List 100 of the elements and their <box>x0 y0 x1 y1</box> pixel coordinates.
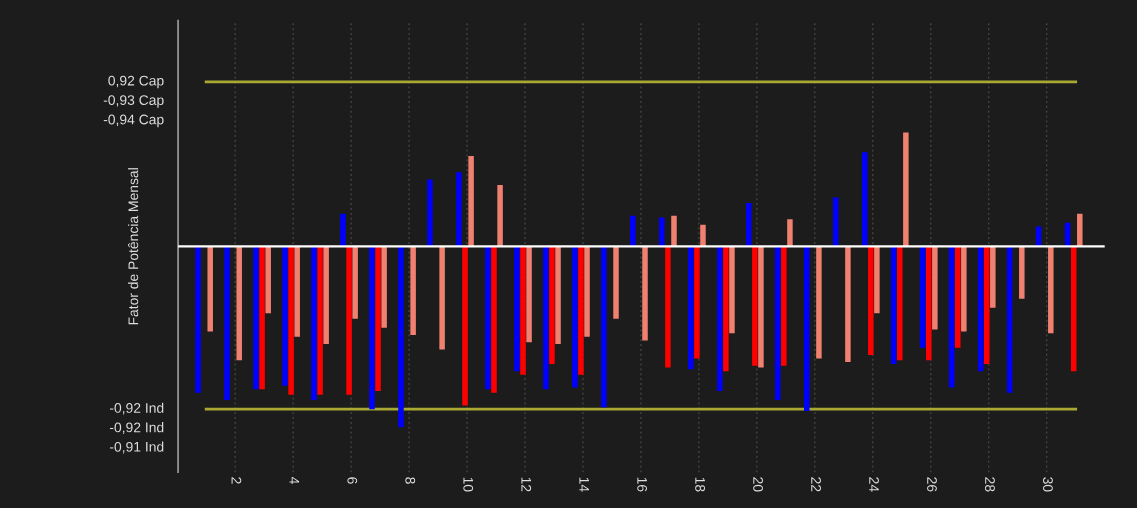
bar <box>665 246 671 368</box>
bar <box>375 246 381 392</box>
x-tick-label: 2 <box>231 477 242 484</box>
bar <box>265 246 271 314</box>
x-tick-label: 28 <box>985 477 995 492</box>
x-tick-label: 8 <box>405 477 416 484</box>
bar <box>323 246 329 345</box>
text: -0,92 Ind <box>109 422 164 434</box>
text: -0,91 Ind <box>109 441 164 454</box>
bar <box>903 132 909 247</box>
bar <box>1019 246 1025 299</box>
bar <box>578 246 584 375</box>
bar <box>890 246 897 364</box>
bar <box>485 246 491 390</box>
y-axis-title: Fator de Potência Mensal <box>128 168 139 325</box>
bar <box>259 246 265 390</box>
bar <box>288 246 294 395</box>
bar <box>572 246 578 388</box>
bar <box>195 246 201 393</box>
bar <box>746 202 752 247</box>
bar <box>253 246 259 390</box>
bar <box>549 246 555 364</box>
bar <box>932 246 938 330</box>
bar <box>317 246 323 395</box>
bar <box>439 246 445 350</box>
bar <box>543 246 549 390</box>
text: -0,92 Ind <box>109 402 164 415</box>
bar <box>555 246 561 345</box>
bar <box>787 219 793 247</box>
bar <box>948 246 955 388</box>
bar <box>427 179 433 247</box>
x-tick-label: 12 <box>521 477 532 492</box>
x-tick-label: 24 <box>869 477 879 492</box>
bar <box>584 246 590 337</box>
bar <box>520 246 526 375</box>
bar <box>919 246 926 348</box>
x-tick-label: 18 <box>695 477 706 492</box>
bar <box>977 246 984 372</box>
bar <box>961 246 967 332</box>
bar <box>775 246 781 401</box>
bar <box>758 246 764 368</box>
text: 0,92 Cap <box>108 75 164 89</box>
bar <box>752 246 758 366</box>
bar <box>671 215 677 247</box>
x-tick-label: 14 <box>579 477 589 492</box>
bar <box>897 246 903 361</box>
bar <box>861 152 868 247</box>
bar <box>700 224 706 247</box>
bar <box>955 246 961 348</box>
bar <box>1006 246 1013 393</box>
bar <box>381 246 387 328</box>
bar <box>224 246 230 401</box>
bar <box>688 246 694 370</box>
bar <box>491 246 497 393</box>
bar <box>868 246 874 355</box>
bar <box>1077 213 1083 247</box>
x-tick-label: 6 <box>347 477 358 484</box>
bar <box>526 246 532 343</box>
bar <box>816 246 822 359</box>
bar <box>456 172 462 247</box>
bar <box>659 217 665 247</box>
bar <box>613 246 619 319</box>
bar <box>468 155 474 247</box>
bar <box>311 246 317 401</box>
bar <box>410 246 416 335</box>
x-tick-label: 4 <box>289 476 300 484</box>
x-tick-label: 10 <box>463 477 474 492</box>
bar <box>346 246 352 395</box>
text: -0,94 Cap <box>103 114 164 128</box>
bar <box>1070 246 1077 372</box>
bar <box>497 184 503 247</box>
bar <box>983 246 990 364</box>
bar <box>514 246 520 372</box>
bar <box>630 215 636 247</box>
bar <box>781 246 787 366</box>
bar <box>694 246 700 359</box>
bar <box>874 246 880 314</box>
bar <box>601 246 607 408</box>
x-tick-label: 22 <box>811 477 821 492</box>
x-tick-label: 30 <box>1043 477 1053 492</box>
bar <box>1048 246 1054 334</box>
x-tick-label: 26 <box>927 477 937 492</box>
x-tick-label: 16 <box>637 477 648 492</box>
bar <box>803 246 810 411</box>
bar <box>729 246 735 334</box>
bar <box>282 246 288 386</box>
bar <box>236 246 242 361</box>
bar <box>642 246 648 341</box>
bar <box>845 246 851 363</box>
bar <box>926 246 932 361</box>
bar <box>990 246 996 308</box>
text: -0,93 Cap <box>103 95 164 108</box>
bar <box>294 246 300 337</box>
bar <box>462 246 468 406</box>
x-tick-label: 20 <box>753 477 763 492</box>
bar <box>207 246 213 332</box>
bar <box>723 246 729 372</box>
bar <box>340 213 346 247</box>
bar <box>398 246 404 428</box>
bar <box>717 246 723 392</box>
